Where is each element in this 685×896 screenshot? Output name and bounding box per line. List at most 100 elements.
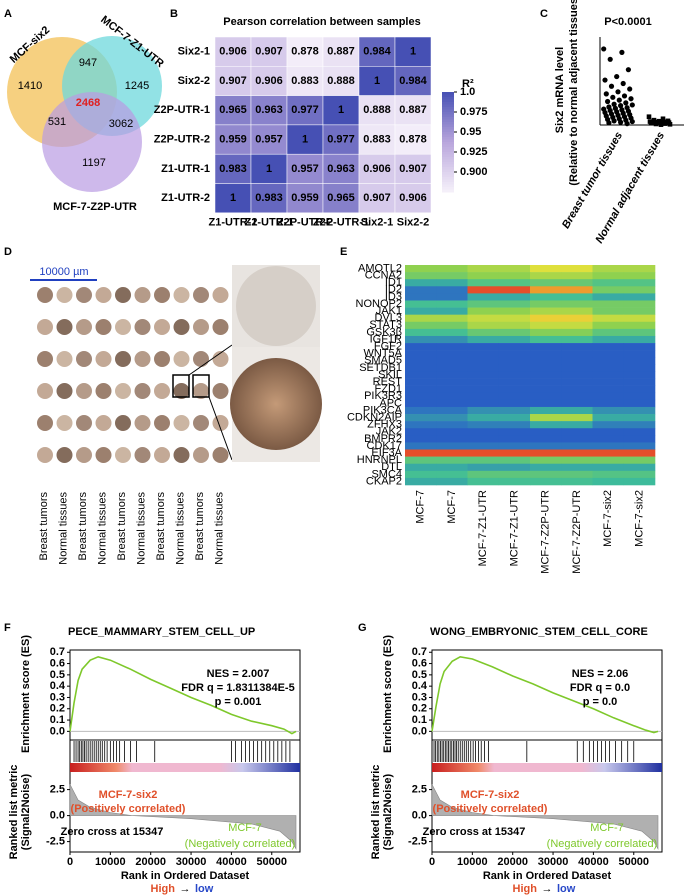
- panel-label: E: [340, 246, 347, 258]
- heatmap-cell: [530, 286, 562, 294]
- tissue-core: [95, 447, 112, 463]
- colorbar-step: [442, 107, 454, 110]
- heatmap-cell: [623, 307, 656, 315]
- y-tick-label: 0.4: [412, 680, 428, 692]
- heatmap-cell: [623, 435, 656, 443]
- y-axis-label: (Signal2Noise): [382, 773, 394, 850]
- cell-value: 0.963: [255, 104, 283, 116]
- stat-text: p = 0.0: [583, 696, 618, 708]
- row-label: SKIL: [378, 369, 402, 381]
- heatmap-cell: [623, 272, 656, 280]
- x-tick-label: 30000: [538, 856, 569, 868]
- y-tick-label: 0.0: [412, 725, 427, 737]
- heatmap-cell: [530, 421, 562, 429]
- y-tick-label: 0.2: [412, 703, 427, 715]
- heatmap-cell: [561, 314, 593, 323]
- row-label: DTL: [381, 461, 402, 473]
- cell-value: 0.906: [219, 46, 247, 58]
- y-tick-label: -2.5: [46, 836, 65, 848]
- row-label: CDK17: [367, 440, 402, 452]
- heatmap-cell: [561, 385, 593, 394]
- heatmap-cell: [561, 414, 593, 422]
- heatmap-cell: [561, 321, 593, 330]
- heatmap-cell: [394, 124, 432, 155]
- heatmap-cell: [561, 343, 593, 351]
- y-axis-sublabel: (Relative to normal adjacent tissues): [568, 0, 580, 186]
- heatmap-cell: [530, 343, 562, 351]
- row-label: PIK3R3: [364, 390, 402, 402]
- heatmap-cell: [436, 321, 468, 330]
- stat-text: FDR q = 1.8311384E-5: [181, 682, 294, 694]
- heatmap-cell: [436, 456, 468, 465]
- cell-value: 0.977: [327, 133, 355, 145]
- data-point: [625, 67, 632, 73]
- heatmap-cell: [498, 335, 531, 344]
- heatmap-cell: [530, 378, 562, 386]
- cell-value: 0.957: [291, 163, 319, 175]
- data-point: [610, 94, 616, 100]
- heatmap-cell: [623, 378, 656, 386]
- tissue-core: [37, 287, 53, 303]
- heatmap-cell: [436, 314, 468, 323]
- heatmap-cell: [498, 300, 531, 308]
- heatmap-cell: [436, 279, 468, 287]
- heatmap-cell: [561, 293, 593, 301]
- x-axis-label: Rank in Ordered Dataset: [121, 870, 250, 882]
- heatmap-cell: [405, 307, 437, 315]
- data-point: [629, 118, 635, 125]
- stat-text: NES = 2.007: [207, 668, 270, 680]
- x-tick-label: 0: [67, 856, 73, 868]
- heatmap-cell: [561, 435, 593, 443]
- heatmap-cell: [592, 364, 625, 372]
- heatmap-cell: [436, 428, 468, 436]
- data-point: [607, 56, 613, 62]
- heatmap-cell: [561, 265, 593, 273]
- tissue-core: [193, 319, 209, 335]
- annotation: Zero cross at 15347: [61, 826, 164, 838]
- heatmap-cell: [405, 392, 437, 401]
- heatmap-cell: [467, 442, 500, 450]
- chart-title: WONG_EMBRYONIC_STEM_CELL_CORE: [430, 626, 648, 638]
- heatmap-cell: [436, 392, 468, 401]
- heatmap-cell: [498, 421, 531, 429]
- data-point: [623, 100, 629, 106]
- colorbar-step: [442, 179, 454, 183]
- heatmap-cell: [561, 328, 593, 337]
- y-tick-label: 0.0: [50, 725, 65, 737]
- zoom-core: [236, 266, 316, 346]
- heatmap-cell: [561, 286, 593, 294]
- tissue-core: [173, 351, 190, 367]
- heatmap-cell: [592, 343, 625, 351]
- heatmap-cell: [592, 314, 625, 323]
- tissue-core: [212, 383, 229, 399]
- column-label: Z1-UTR-2: [209, 217, 258, 229]
- heatmap-cell: [623, 421, 656, 429]
- heatmap-cell: [498, 463, 531, 472]
- cell-value: 1: [338, 104, 344, 116]
- data-point: [611, 118, 617, 124]
- row-label: CKAP2: [366, 475, 402, 487]
- colorbar-title: R²: [462, 78, 474, 90]
- colorbar-step: [442, 172, 454, 175]
- heatmap-cell: [436, 300, 468, 308]
- row-label: FGF2: [374, 341, 402, 353]
- heatmap-cell: [436, 463, 468, 472]
- row-label: CCNA2: [365, 270, 402, 282]
- heatmap-cell: [214, 66, 252, 96]
- cell-value: 0.906: [255, 75, 283, 87]
- cell-value: 0.983: [255, 192, 283, 204]
- y-axis-label: Enrichment score (ES): [382, 635, 394, 753]
- heatmap-cell: [467, 314, 500, 323]
- tissue-core: [154, 319, 170, 335]
- cell-value: 0.883: [291, 75, 319, 87]
- heatmap-cell: [592, 357, 625, 365]
- data-point: [621, 93, 628, 99]
- heatmap-cell: [467, 470, 500, 479]
- data-point: [628, 96, 634, 102]
- heatmap-cell: [623, 293, 656, 301]
- tissue-core: [95, 351, 112, 367]
- column-label: Z2P-UTR-1: [313, 217, 369, 229]
- data-point: [660, 116, 666, 122]
- colorbar-step: [442, 134, 454, 138]
- heatmap-cell: [592, 286, 625, 294]
